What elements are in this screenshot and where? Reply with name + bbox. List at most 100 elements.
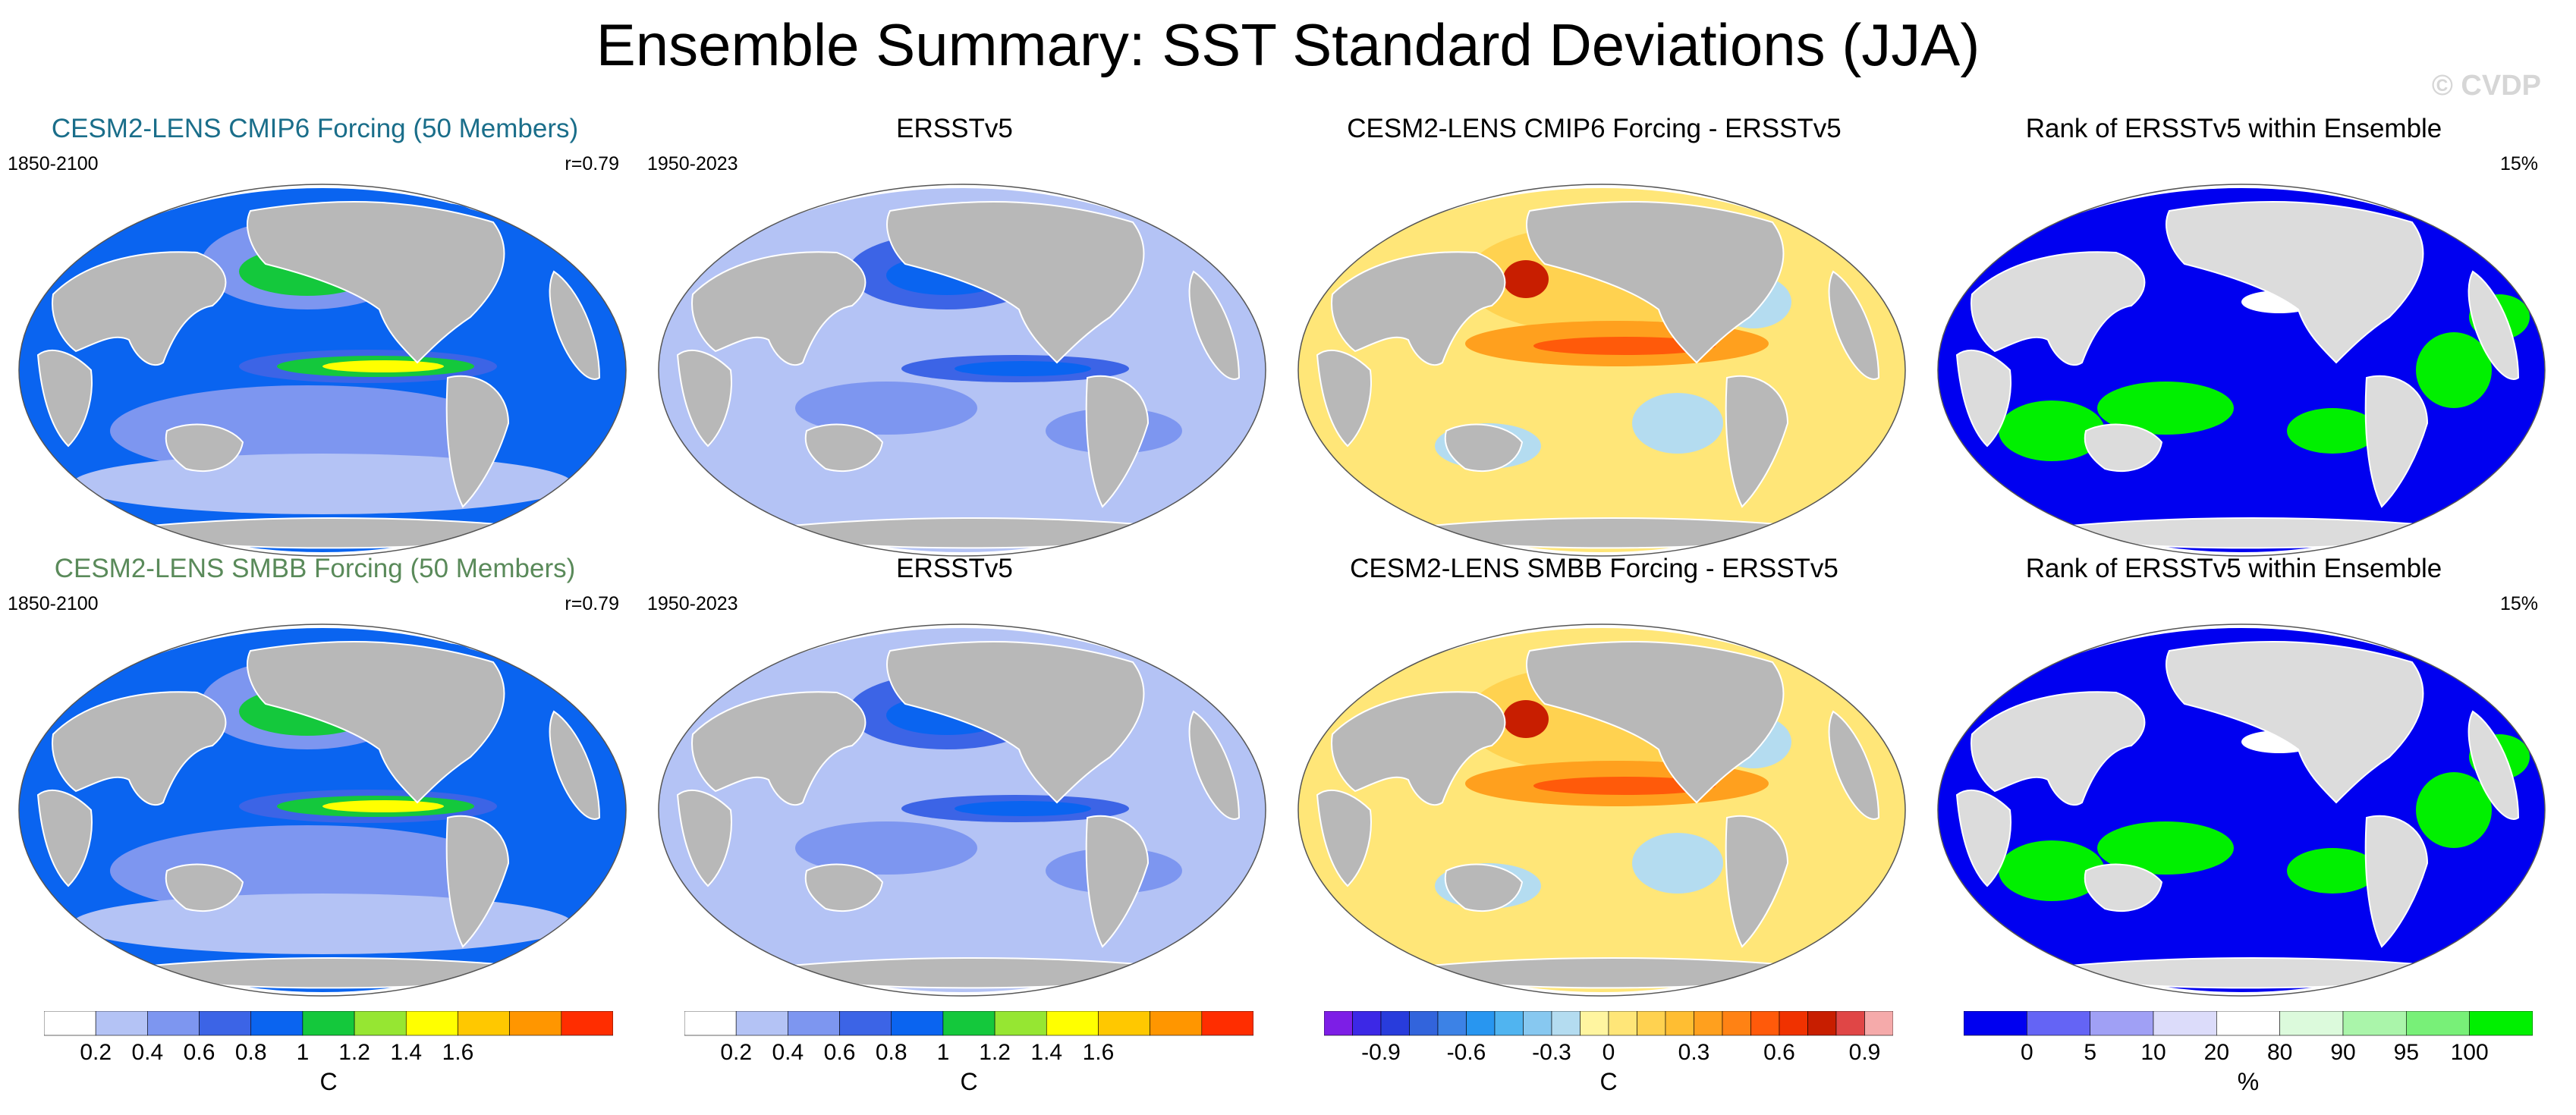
colorbar-tick-label: 1	[937, 1040, 950, 1065]
map-outline	[1937, 184, 2546, 557]
panel-title: Rank of ERSSTv5 within Ensemble	[2025, 554, 2442, 583]
map-field	[1938, 628, 2545, 992]
landmass	[1444, 423, 1524, 473]
landmass	[165, 863, 244, 912]
panel-title: ERSSTv5	[896, 114, 1013, 143]
period-label: 1950-2023	[647, 593, 738, 614]
landmass	[676, 789, 732, 887]
landmass	[1526, 201, 1785, 364]
map-field	[19, 188, 626, 552]
colorbar-tick-label: -0.6	[1447, 1040, 1486, 1065]
colorbar-tick-label: 0.6	[184, 1040, 215, 1065]
panel-title: CESM2-LENS SMBB Forcing - ERSSTv5	[1350, 554, 1838, 583]
landmass	[676, 349, 732, 448]
field-region	[2416, 332, 2492, 408]
world-map	[1297, 623, 1906, 997]
period-label: 1850-2100	[8, 153, 99, 174]
map-field	[1298, 628, 1905, 992]
colorbar-tick-label: 5	[2084, 1040, 2096, 1065]
colorbar-sd-2: 0.2 0.4 0.6 0.8 1 1.2 1.4 1.6 C	[684, 1011, 1253, 1102]
landmass	[1971, 691, 2146, 806]
landmass	[549, 710, 601, 820]
landmass	[886, 641, 1145, 804]
period-label: 1850-2100	[8, 593, 99, 614]
colorbar-swatch	[2406, 1011, 2470, 1036]
colorbar-swatch	[44, 1011, 96, 1036]
field-region	[795, 382, 977, 435]
colorbar-swatch	[2279, 1011, 2344, 1036]
landmass	[1331, 251, 1506, 366]
colorbar-tick-label: 0.8	[876, 1040, 907, 1065]
map-field	[19, 628, 626, 992]
colorbar-tick-label: 0	[2021, 1040, 2033, 1065]
landmass	[691, 251, 867, 366]
field-region	[2416, 772, 2492, 848]
colorbar-swatch	[1352, 1011, 1382, 1036]
field-region	[795, 821, 977, 875]
colorbar-tick-label: 0.4	[132, 1040, 164, 1065]
landmass	[2084, 863, 2163, 912]
colorbar-swatch	[891, 1011, 944, 1036]
map-panel: ERSSTv5 1950-2023	[640, 114, 1269, 569]
main-title: Ensemble Summary: SST Standard Deviation…	[596, 11, 1980, 78]
landmass	[445, 815, 510, 948]
landmass	[1955, 349, 2011, 448]
colorbar-swatch	[1665, 1011, 1694, 1036]
panel-title: CESM2-LENS SMBB Forcing (50 Members)	[54, 554, 576, 583]
colorbar-swatch	[735, 1011, 788, 1036]
colorbar-swatch	[1466, 1011, 1496, 1036]
colorbar-swatch	[1324, 1011, 1353, 1036]
colorbar-tick-label: 0.2	[80, 1040, 112, 1065]
colorbar-swatch	[839, 1011, 892, 1036]
colorbar-swatch	[1201, 1011, 1253, 1036]
colorbar-units-label: %	[2238, 1068, 2259, 1095]
colorbar-tick-label: -0.9	[1361, 1040, 1401, 1065]
colorbar-swatch	[250, 1011, 304, 1036]
field-region	[2097, 821, 2234, 875]
field-region	[1503, 700, 1549, 738]
landmass	[1188, 710, 1241, 820]
colorbar-swatch	[302, 1011, 355, 1036]
panel-title: Rank of ERSSTv5 within Ensemble	[2025, 114, 2442, 143]
period-label: 1950-2023	[647, 153, 738, 174]
stat-label: 15%	[2499, 593, 2538, 614]
map-panel: CESM2-LENS CMIP6 Forcing - ERSSTv5	[1279, 114, 1909, 569]
colorbar-tick-label: 80	[2267, 1040, 2292, 1065]
colorbar-swatch	[788, 1011, 840, 1036]
colorbar-swatch	[1835, 1011, 1865, 1036]
map-outline	[658, 184, 1266, 557]
colorbar-tick-label: 95	[2394, 1040, 2419, 1065]
map-field	[1298, 188, 1905, 552]
landmass	[886, 201, 1145, 364]
colorbar-swatch	[561, 1011, 613, 1036]
panel-title: CESM2-LENS CMIP6 Forcing - ERSSTv5	[1347, 114, 1842, 143]
colorbar-tick-label: 100	[2451, 1040, 2489, 1065]
map-field	[659, 188, 1266, 552]
landmass	[36, 349, 93, 448]
colorbar-tick-label: 90	[2330, 1040, 2355, 1065]
colorbar-swatch	[509, 1011, 562, 1036]
colorbar-swatch	[1864, 1011, 1893, 1036]
colorbar-tick-label: 0.9	[1849, 1040, 1881, 1065]
colorbar-swatch	[1150, 1011, 1203, 1036]
field-region	[1999, 840, 2105, 901]
world-map	[18, 184, 627, 557]
colorbar-swatch	[1494, 1011, 1524, 1036]
colorbar-swatch	[1779, 1011, 1808, 1036]
colorbar-sd-1: 0.2 0.4 0.6 0.8 1 1.2 1.4 1.6 C	[44, 1011, 613, 1102]
landmass	[2364, 815, 2429, 948]
landmass	[549, 270, 601, 380]
colorbar-tick-label: -0.3	[1532, 1040, 1571, 1065]
colorbar-swatch	[2342, 1011, 2407, 1036]
map-panel: ERSSTv5 1950-2023	[640, 554, 1269, 1009]
landmass	[1526, 641, 1785, 804]
field-region	[2097, 382, 2234, 435]
colorbar-tick-label: 1.4	[390, 1040, 422, 1065]
field-region	[955, 801, 1091, 816]
colorbar-units-label: C	[960, 1068, 977, 1095]
colorbar-tick-label: 0.2	[720, 1040, 752, 1065]
world-map	[1937, 184, 2546, 557]
colorbar-swatch	[2469, 1011, 2533, 1036]
landmass	[804, 423, 884, 473]
colorbar-tick-label: 1.2	[338, 1040, 370, 1065]
